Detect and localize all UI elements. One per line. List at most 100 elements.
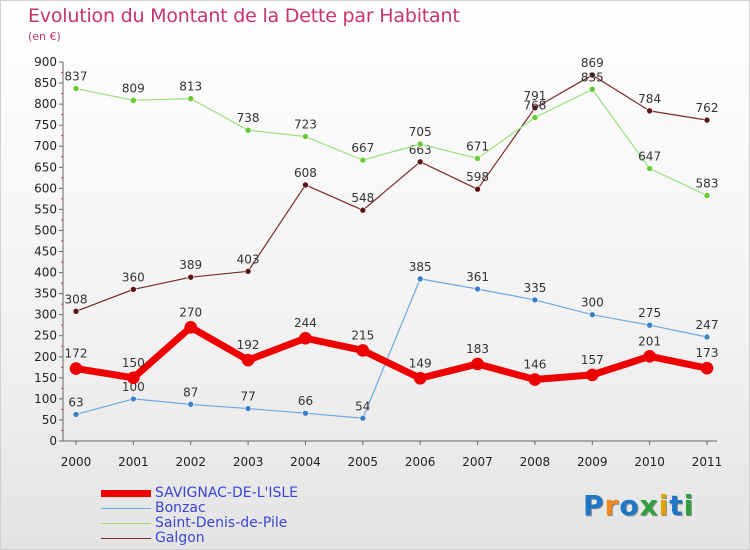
data-point [302, 181, 309, 189]
data-point [416, 158, 424, 166]
data-point [474, 285, 481, 293]
legend-label-bonzac: Bonzac [155, 500, 206, 516]
y-tick-label: 150 [34, 371, 57, 385]
data-label: 87 [183, 385, 198, 399]
y-tick-label: 200 [34, 350, 57, 364]
data-point [187, 273, 195, 281]
data-point [531, 296, 539, 304]
x-tick-label: 2002 [175, 455, 206, 469]
data-label: 173 [696, 346, 719, 360]
data-label: 403 [237, 252, 260, 266]
data-point [127, 371, 140, 385]
data-point [474, 155, 481, 162]
data-point [588, 86, 596, 93]
y-tick-label: 350 [34, 287, 57, 301]
data-point [585, 368, 599, 382]
data-label: 244 [294, 316, 317, 330]
y-tick-label: 500 [34, 223, 57, 237]
x-tick-label: 2009 [577, 455, 608, 469]
data-label: 837 [65, 70, 88, 84]
y-tick-label: 100 [34, 392, 57, 406]
data-point [356, 344, 370, 357]
data-point [413, 371, 427, 385]
data-label: 361 [466, 270, 489, 284]
data-point [646, 107, 653, 115]
x-tick-label: 2000 [61, 455, 92, 469]
data-point [646, 321, 653, 329]
data-label: 300 [581, 296, 604, 310]
legend-label-savignac: SAVIGNAC-DE-L'ISLE [155, 485, 299, 501]
legend-label-galgon: Galgon [155, 530, 205, 546]
data-label: 63 [68, 395, 83, 409]
data-label: 201 [638, 334, 661, 348]
data-label: 738 [237, 111, 260, 125]
x-tick-label: 2010 [634, 455, 665, 469]
data-point [184, 320, 198, 334]
data-label: 835 [581, 70, 604, 84]
series-line-2 [75, 87, 708, 197]
data-point [69, 362, 83, 375]
x-tick-label: 2001 [118, 455, 149, 469]
data-point [359, 156, 367, 164]
data-label: 869 [581, 56, 604, 70]
data-label: 157 [581, 353, 604, 367]
x-tick-label: 2004 [290, 455, 321, 469]
data-label: 192 [237, 338, 260, 352]
data-label: 784 [638, 92, 661, 106]
data-label: 150 [122, 356, 145, 370]
data-point [244, 126, 252, 134]
data-point [302, 409, 309, 417]
legend-swatch-saint-denis [101, 523, 151, 524]
data-label: 275 [638, 306, 661, 320]
series-line-1 [75, 278, 708, 419]
data-label: 146 [523, 358, 546, 372]
data-point [130, 286, 137, 293]
data-label: 66 [298, 394, 313, 408]
data-point [646, 165, 653, 172]
data-label: 335 [523, 281, 546, 295]
data-point [703, 116, 711, 124]
legend-label-saint-denis: Saint-Denis-de-Pile [155, 515, 288, 531]
data-label: 791 [523, 89, 546, 103]
y-tick-label: 750 [34, 118, 57, 132]
x-tick-label: 2005 [348, 455, 379, 469]
legend-swatch-galgon [101, 538, 151, 539]
data-point [416, 140, 424, 148]
data-point [359, 414, 367, 422]
y-tick-label: 700 [34, 139, 57, 153]
data-point [531, 104, 539, 112]
x-tick-label: 2008 [520, 455, 551, 469]
data-point [531, 114, 539, 121]
y-tick-label: 450 [34, 245, 57, 259]
data-point [703, 192, 711, 199]
series-line-3 [75, 74, 708, 312]
data-label: 54 [355, 399, 370, 413]
data-point [187, 401, 195, 408]
data-label: 723 [294, 118, 317, 132]
data-point [528, 373, 542, 386]
x-tick-label: 2011 [692, 455, 723, 469]
data-label: 149 [409, 356, 432, 370]
data-label: 247 [696, 318, 719, 332]
data-label: 598 [466, 170, 489, 184]
data-point [471, 357, 484, 371]
y-tick-label: 0 [49, 434, 57, 448]
legend-swatch-bonzac [101, 508, 151, 509]
data-label: 647 [638, 150, 661, 164]
proxiti-logo: Proxiti [583, 489, 695, 522]
x-tick-label: 2003 [233, 455, 264, 469]
x-tick-label: 2006 [405, 455, 436, 469]
y-tick-label: 50 [42, 413, 57, 427]
y-tick-label: 900 [34, 55, 57, 69]
data-point [130, 395, 137, 403]
data-point [703, 333, 711, 341]
data-label: 671 [466, 139, 489, 153]
legend-swatch-savignac [101, 490, 151, 497]
data-point [244, 267, 252, 275]
data-point [643, 350, 656, 363]
data-label: 100 [122, 380, 145, 394]
y-tick-label: 550 [34, 202, 57, 216]
data-point [130, 97, 137, 104]
